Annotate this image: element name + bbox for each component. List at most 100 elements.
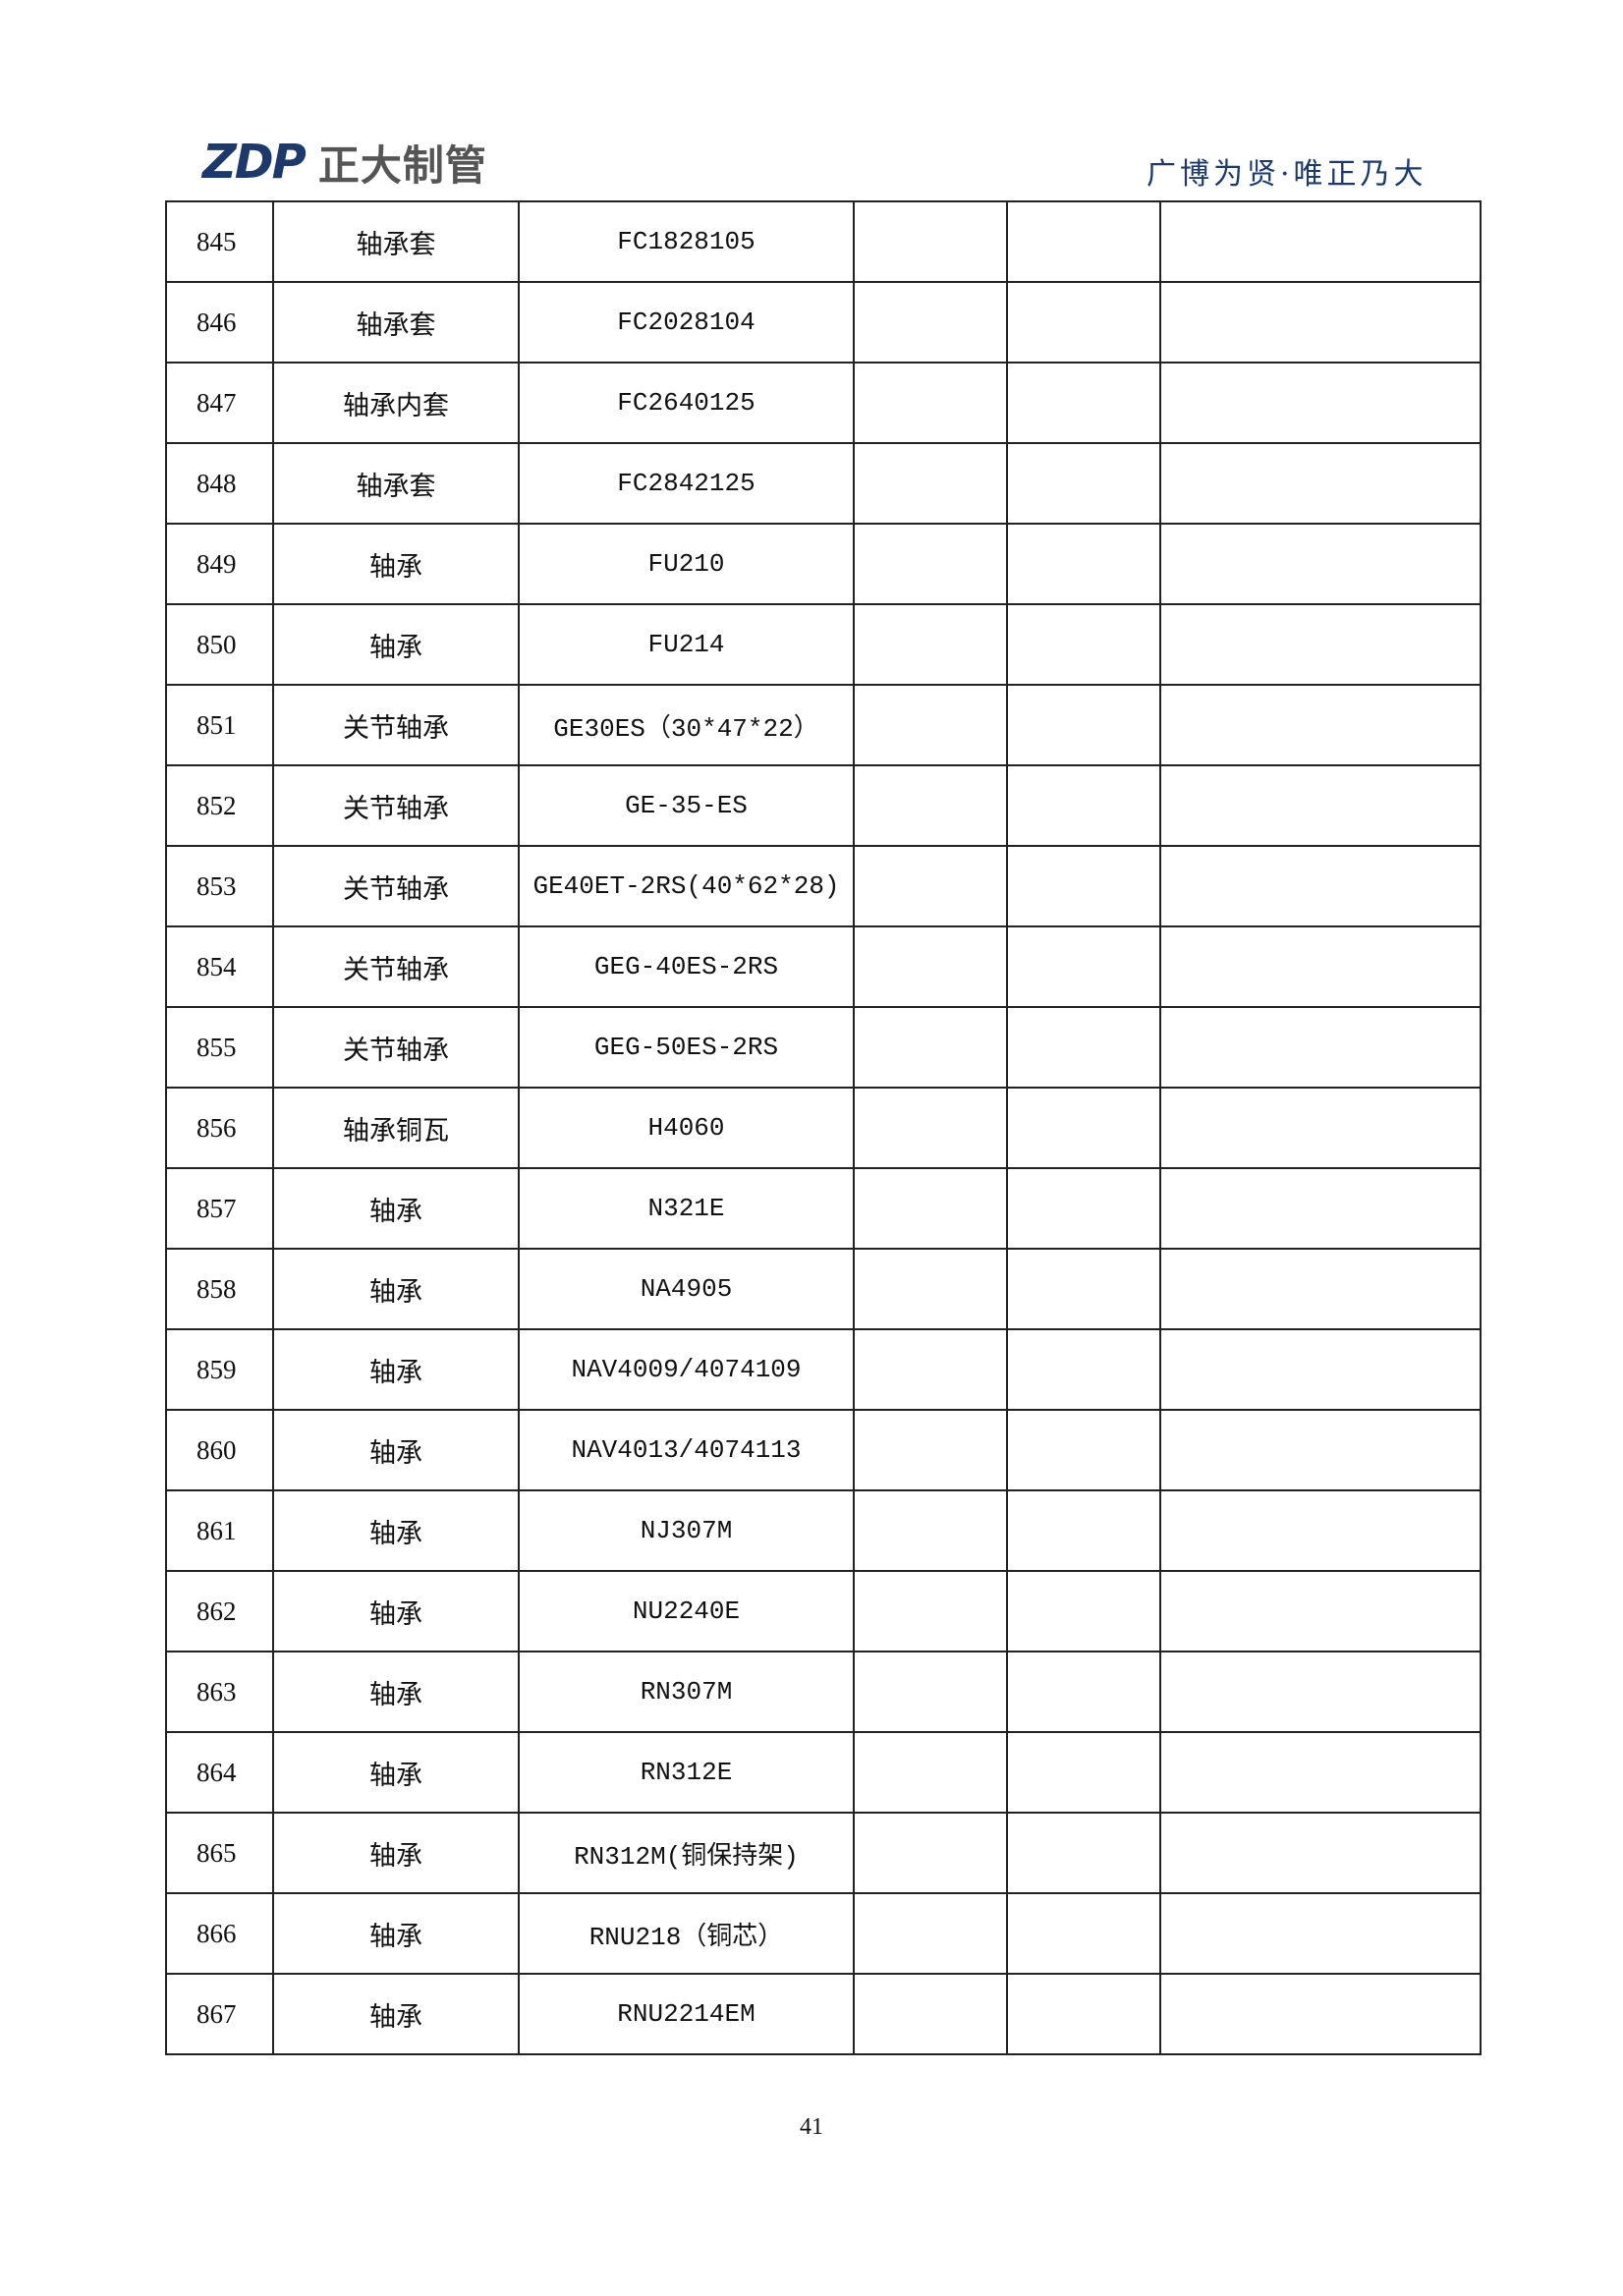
empty-cell xyxy=(853,925,1008,1008)
part-name-cell: 轴承铜瓦 xyxy=(272,1087,520,1169)
empty-cell xyxy=(1006,1892,1161,1975)
part-name-cell: 轴承 xyxy=(272,603,520,686)
empty-cell xyxy=(1159,281,1482,364)
part-name-cell: 轴承套 xyxy=(272,442,520,525)
row-number-cell: 865 xyxy=(165,1812,274,1894)
row-number-cell: 845 xyxy=(165,200,274,283)
part-code-cell: RNU2214EM xyxy=(518,1973,855,2055)
row-number-cell: 852 xyxy=(165,764,274,847)
page-number: 41 xyxy=(800,2114,823,2140)
row-number-cell: 857 xyxy=(165,1167,274,1250)
empty-cell xyxy=(1006,1570,1161,1652)
empty-cell xyxy=(853,845,1008,927)
part-code-cell: GE-35-ES xyxy=(518,764,855,847)
empty-cell xyxy=(1159,764,1482,847)
empty-cell xyxy=(853,1006,1008,1089)
row-number-cell: 847 xyxy=(165,362,274,444)
part-name-cell: 轴承 xyxy=(272,1812,520,1894)
empty-cell xyxy=(853,523,1008,605)
part-code-cell: FC2028104 xyxy=(518,281,855,364)
empty-cell xyxy=(853,1409,1008,1491)
empty-cell xyxy=(1159,1570,1482,1652)
empty-cell xyxy=(1159,523,1482,605)
empty-cell xyxy=(1006,1651,1161,1733)
table-row: 860 轴承 NAV4013/4074113 xyxy=(165,1409,1482,1491)
company-logo: ZDP 正大制管 xyxy=(202,135,487,190)
part-code-cell: GEG-50ES-2RS xyxy=(518,1006,855,1089)
table-row: 862 轴承 NU2240E xyxy=(165,1570,1482,1652)
empty-cell xyxy=(1006,523,1161,605)
row-number-cell: 854 xyxy=(165,925,274,1008)
part-code-cell: RNU218（铜芯） xyxy=(518,1892,855,1975)
part-name-cell: 轴承 xyxy=(272,1892,520,1975)
empty-cell xyxy=(1006,1731,1161,1814)
table-row: 853 关节轴承 GE40ET-2RS(40*62*28) xyxy=(165,845,1482,927)
empty-cell xyxy=(1006,1489,1161,1572)
part-code-cell: GE40ET-2RS(40*62*28) xyxy=(518,845,855,927)
empty-cell xyxy=(1159,845,1482,927)
empty-cell xyxy=(853,362,1008,444)
empty-cell xyxy=(853,1812,1008,1894)
empty-cell xyxy=(1006,1409,1161,1491)
row-number-cell: 858 xyxy=(165,1248,274,1330)
empty-cell xyxy=(1006,764,1161,847)
empty-cell xyxy=(1159,1248,1482,1330)
empty-cell xyxy=(853,1328,1008,1411)
row-number-cell: 853 xyxy=(165,845,274,927)
empty-cell xyxy=(853,1489,1008,1572)
empty-cell xyxy=(1006,1812,1161,1894)
empty-cell xyxy=(853,603,1008,686)
row-number-cell: 866 xyxy=(165,1892,274,1975)
part-name-cell: 关节轴承 xyxy=(272,845,520,927)
empty-cell xyxy=(1006,281,1161,364)
table-row: 854 关节轴承 GEG-40ES-2RS xyxy=(165,925,1482,1008)
row-number-cell: 867 xyxy=(165,1973,274,2055)
part-name-cell: 轴承 xyxy=(272,1973,520,2055)
row-number-cell: 864 xyxy=(165,1731,274,1814)
empty-cell xyxy=(1159,1812,1482,1894)
row-number-cell: 861 xyxy=(165,1489,274,1572)
part-code-cell: RN307M xyxy=(518,1651,855,1733)
table-row: 865 轴承 RN312M(铜保持架) xyxy=(165,1812,1482,1894)
part-name-cell: 轴承 xyxy=(272,1731,520,1814)
table-row: 852 关节轴承 GE-35-ES xyxy=(165,764,1482,847)
row-number-cell: 848 xyxy=(165,442,274,525)
part-name-cell: 轴承套 xyxy=(272,281,520,364)
part-code-cell: NU2240E xyxy=(518,1570,855,1652)
row-number-cell: 859 xyxy=(165,1328,274,1411)
part-code-cell: GEG-40ES-2RS xyxy=(518,925,855,1008)
part-code-cell: NJ307M xyxy=(518,1489,855,1572)
part-name-cell: 关节轴承 xyxy=(272,925,520,1008)
part-code-cell: FC2842125 xyxy=(518,442,855,525)
empty-cell xyxy=(853,1087,1008,1169)
part-code-cell: FC1828105 xyxy=(518,200,855,283)
empty-cell xyxy=(853,442,1008,525)
empty-cell xyxy=(1006,1973,1161,2055)
empty-cell xyxy=(1159,684,1482,766)
empty-cell xyxy=(853,1973,1008,2055)
table-row: 845 轴承套 FC1828105 xyxy=(165,200,1482,283)
empty-cell xyxy=(853,281,1008,364)
row-number-cell: 850 xyxy=(165,603,274,686)
table-row: 847 轴承内套 FC2640125 xyxy=(165,362,1482,444)
empty-cell xyxy=(1159,1409,1482,1491)
row-number-cell: 862 xyxy=(165,1570,274,1652)
part-code-cell: GE30ES（30*47*22） xyxy=(518,684,855,766)
empty-cell xyxy=(1159,442,1482,525)
empty-cell xyxy=(1006,442,1161,525)
table-row: 861 轴承 NJ307M xyxy=(165,1489,1482,1572)
table-row: 857 轴承 N321E xyxy=(165,1167,1482,1250)
part-name-cell: 关节轴承 xyxy=(272,684,520,766)
row-number-cell: 851 xyxy=(165,684,274,766)
empty-cell xyxy=(1006,603,1161,686)
part-name-cell: 轴承内套 xyxy=(272,362,520,444)
part-code-cell: NA4905 xyxy=(518,1248,855,1330)
logo-text: 正大制管 xyxy=(317,140,487,190)
empty-cell xyxy=(1006,1006,1161,1089)
empty-cell xyxy=(853,1651,1008,1733)
part-name-cell: 轴承 xyxy=(272,1651,520,1733)
table-row: 856 轴承铜瓦 H4060 xyxy=(165,1087,1482,1169)
empty-cell xyxy=(1006,684,1161,766)
empty-cell xyxy=(853,1892,1008,1975)
empty-cell xyxy=(1006,1167,1161,1250)
